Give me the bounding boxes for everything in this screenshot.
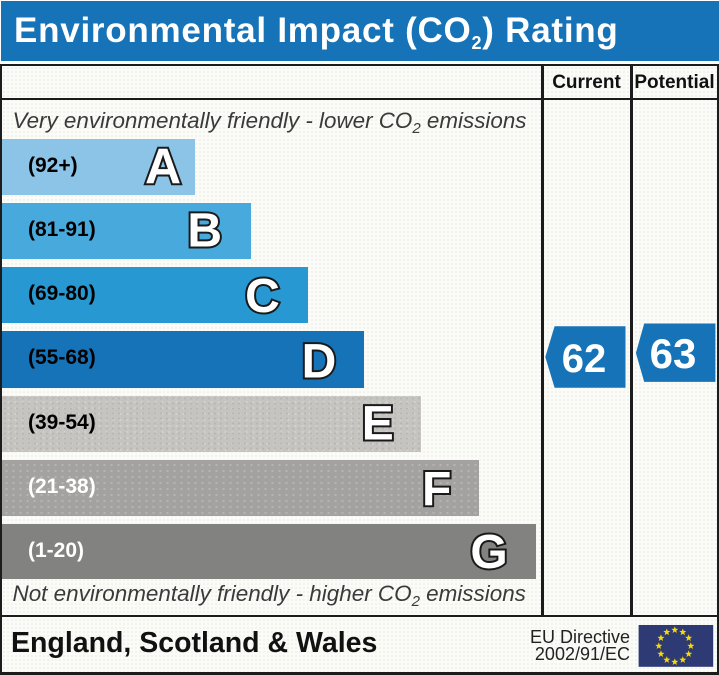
svg-text:B: B (187, 205, 222, 258)
svg-text:D: D (302, 336, 337, 389)
svg-text:C: C (245, 270, 280, 323)
svg-text:F: F (422, 463, 451, 516)
svg-text:63: 63 (650, 330, 697, 377)
svg-text:G: G (470, 526, 507, 579)
svg-text:A: A (145, 139, 181, 195)
svg-text:62: 62 (562, 337, 607, 381)
svg-text:E: E (362, 398, 394, 451)
